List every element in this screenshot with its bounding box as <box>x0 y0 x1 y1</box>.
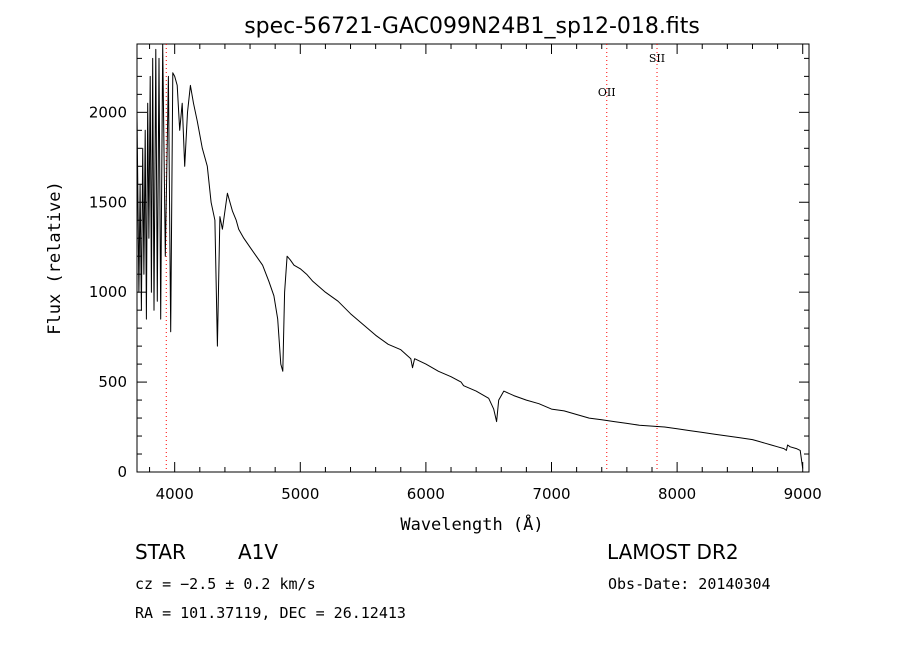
y-tick-label: 1500 <box>89 193 127 211</box>
obs-date: Obs-Date: 20140304 <box>608 575 771 593</box>
x-tick-label: 8000 <box>658 485 696 503</box>
emission-line-markers: OII SII <box>165 44 665 472</box>
ra-dec: RA = 101.37119, DEC = 26.12413 <box>135 604 406 622</box>
plot-frame <box>136 43 810 473</box>
x-axis: 4000 5000 6000 7000 8000 9000 <box>149 44 822 503</box>
y-axis: 0 500 1000 1500 2000 <box>89 57 809 481</box>
redshift-cz: cz = −2.5 ± 0.2 km/s <box>135 575 316 593</box>
spectrum-series <box>136 43 804 469</box>
x-tick-label: 7000 <box>532 485 570 503</box>
survey-name: LAMOST DR2 <box>607 540 739 564</box>
x-tick-label: 9000 <box>784 485 822 503</box>
x-tick-label: 4000 <box>156 485 194 503</box>
y-tick-label: 0 <box>117 463 127 481</box>
y-tick-label: 1000 <box>89 283 127 301</box>
x-tick-label: 6000 <box>407 485 445 503</box>
chart-title: spec-56721-GAC099N24B1_sp12-018.fits <box>244 14 700 39</box>
plot-border <box>136 43 810 473</box>
object-class: STAR <box>135 540 186 564</box>
x-axis-label: Wavelength (Å) <box>400 513 543 535</box>
object-subclass: A1V <box>238 540 279 564</box>
spectrum-line <box>136 43 804 469</box>
y-axis-label: Flux (relative) <box>45 181 65 335</box>
y-tick-label: 500 <box>98 373 127 391</box>
line-marker-label: SII <box>649 52 665 65</box>
line-marker-label: OII <box>598 86 616 99</box>
x-tick-label: 5000 <box>281 485 319 503</box>
y-tick-label: 2000 <box>89 103 127 121</box>
